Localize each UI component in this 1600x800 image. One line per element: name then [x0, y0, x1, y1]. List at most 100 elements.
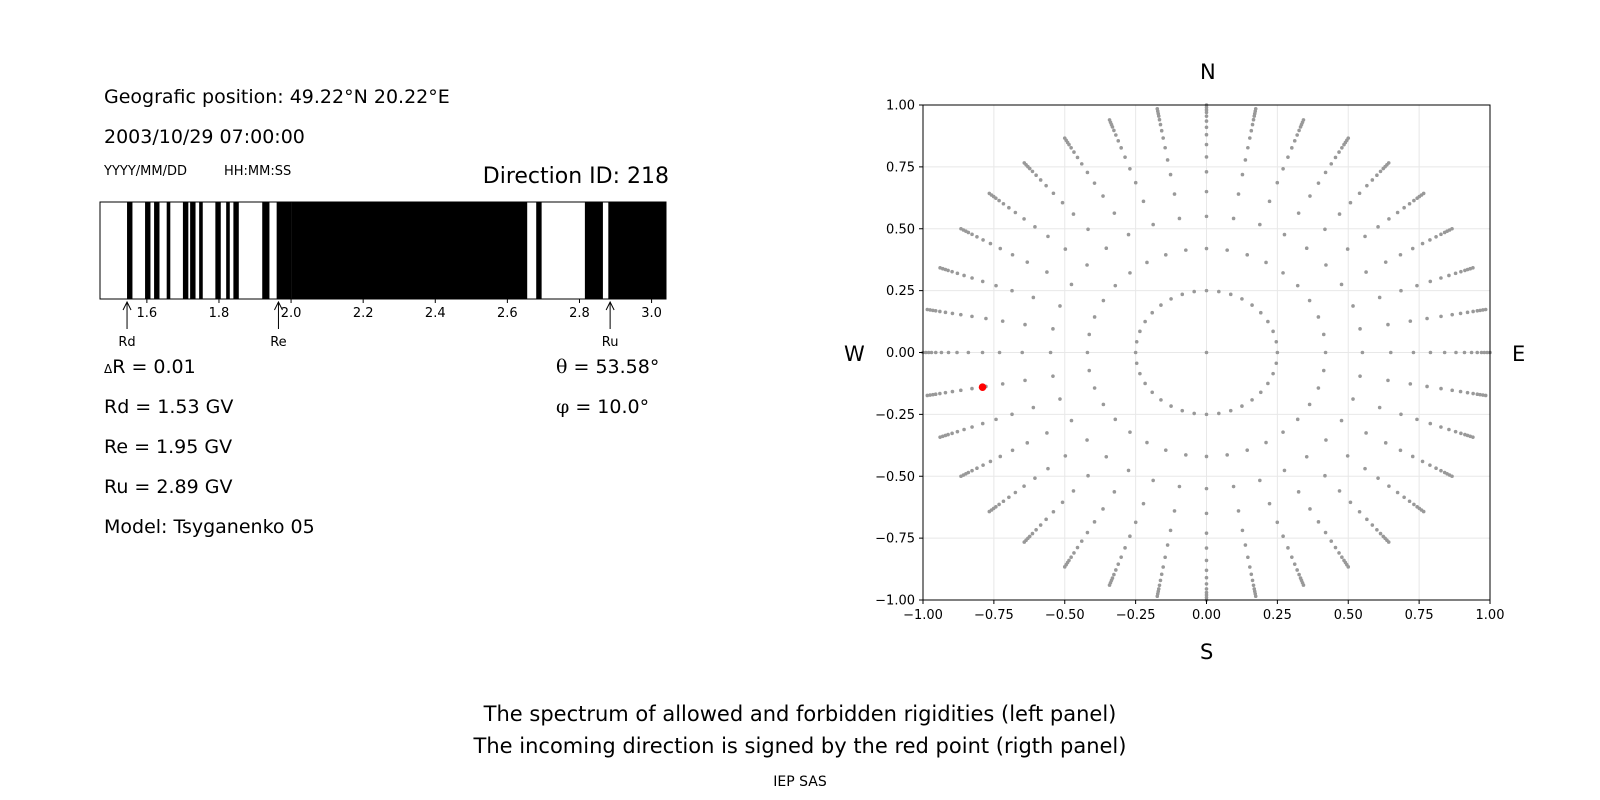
scatter-point [1085, 438, 1089, 442]
scatter-point [1308, 507, 1312, 511]
scatter-point [1114, 568, 1118, 572]
scatter-point [1307, 402, 1312, 407]
re-value: Re = 1.95 GV [104, 436, 233, 458]
scatter-point [1415, 417, 1419, 422]
scatter-point [1225, 453, 1229, 457]
scatter-point [1346, 136, 1351, 140]
scatter-point [994, 283, 998, 288]
scatter-point [1133, 520, 1138, 525]
scatter-point [998, 454, 1003, 459]
scatter-point [1297, 572, 1301, 577]
forbidden-band [182, 202, 189, 299]
scatter-point [1228, 408, 1233, 413]
scatter-point [928, 393, 932, 397]
scatter-point [1250, 303, 1254, 307]
scatter-point [1128, 166, 1132, 171]
scatter-point [1025, 441, 1030, 445]
scatter-point [1253, 594, 1258, 599]
scatter-point [1086, 227, 1090, 232]
scatter-point [924, 350, 928, 355]
scatter-point [987, 509, 992, 514]
direction-id: Direction ID: 218 [482, 164, 669, 189]
y-tick-label: 0.00 [886, 346, 915, 361]
scatter-point [980, 421, 985, 426]
scatter-point [1240, 404, 1244, 408]
scatter-point [1031, 405, 1036, 410]
scatter-point [1240, 172, 1245, 177]
scatter-point [1290, 146, 1294, 150]
scatter-point [1407, 201, 1412, 206]
scatter-point [1010, 412, 1014, 417]
caption-line-1: The spectrum of allowed and forbidden ri… [483, 702, 1117, 726]
scatter-point [1072, 551, 1076, 555]
scatter-point [939, 350, 944, 355]
forbidden-band [276, 202, 292, 299]
x-tick-label: −1.00 [903, 608, 943, 623]
scatter-point [970, 276, 974, 280]
scatter-point [1377, 405, 1382, 410]
scatter-point [980, 350, 985, 355]
scatter-point [1471, 309, 1475, 314]
theta-value: = 53.58° [567, 356, 660, 378]
incoming-direction-point [978, 383, 987, 391]
scatter-point [1180, 408, 1185, 413]
forbidden-band [226, 202, 230, 299]
scatter-point [1454, 350, 1458, 355]
scatter-point [1143, 381, 1147, 386]
scatter-point [1357, 509, 1362, 514]
scatter-point [1395, 490, 1400, 495]
scatter-point [1402, 205, 1406, 210]
scatter-point [1157, 117, 1162, 122]
spectrum-tick-label: 2.0 [281, 306, 302, 321]
scatter-point [1204, 142, 1209, 147]
scatter-point [1469, 350, 1474, 355]
scatter-point [1329, 162, 1334, 166]
scatter-point [1092, 181, 1097, 185]
scatter-point [1421, 191, 1426, 196]
time-format-label: HH:MM:SS [224, 164, 292, 179]
scatter-point [1231, 484, 1236, 489]
scatter-point [1107, 118, 1112, 122]
scatter-point [959, 388, 963, 393]
scatter-point [1177, 484, 1182, 489]
scatter-point [1204, 189, 1209, 194]
scatter-point [1159, 128, 1164, 133]
scatter-point [1329, 539, 1334, 543]
scatter-point [1155, 594, 1160, 599]
scatter-point [1339, 282, 1344, 287]
scatter-point [1116, 139, 1121, 143]
scatter-point [1266, 319, 1270, 324]
scatter-point [1415, 283, 1419, 288]
scatter-point [1107, 583, 1112, 587]
scatter-point [1483, 393, 1488, 398]
scatter-point [1471, 266, 1475, 270]
scatter-point [1085, 170, 1090, 175]
scatter-point [1439, 468, 1443, 473]
scatter-point [1275, 350, 1280, 355]
scatter-points [921, 103, 1492, 602]
scatter-point [1364, 270, 1368, 274]
forbidden-band [584, 202, 603, 299]
scatter-point [1101, 194, 1105, 198]
scatter-point [1290, 555, 1294, 559]
scatter-point [1450, 474, 1454, 479]
y-tick-label: 0.75 [886, 160, 915, 175]
scatter-point [1128, 534, 1132, 539]
scatter-point [1045, 431, 1049, 435]
scatter-point [1007, 205, 1011, 210]
x-tick-label: −0.75 [974, 608, 1014, 623]
scatter-point [1281, 166, 1285, 171]
scatter-point [929, 350, 934, 355]
scatter-point [1240, 297, 1244, 301]
scatter-point [1458, 311, 1463, 316]
scatter-point [1079, 162, 1084, 166]
x-tick-label: −0.50 [1045, 608, 1085, 623]
scatter-point [1286, 546, 1290, 550]
scatter-point [1425, 384, 1429, 389]
scatter-point [1271, 329, 1275, 334]
scatter-point [1236, 509, 1241, 513]
scatter-point [1159, 398, 1163, 402]
scatter-point [1282, 468, 1287, 473]
forbidden-band [166, 202, 171, 299]
scatter-point [1063, 247, 1068, 251]
